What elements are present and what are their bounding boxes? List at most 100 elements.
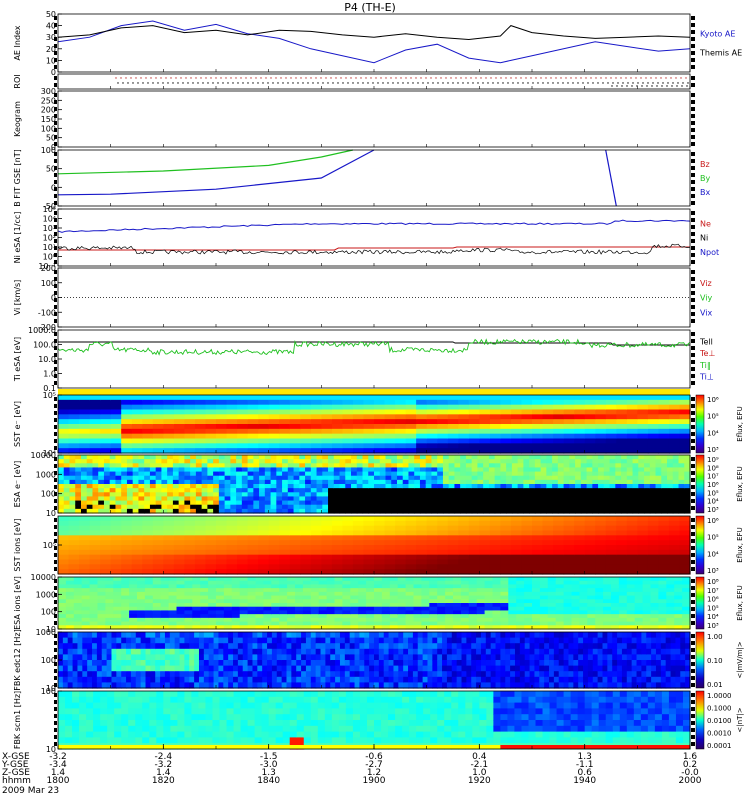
spectrogram-cell: [516, 621, 525, 626]
spectrogram-cell: [89, 545, 101, 551]
spectrogram-cell: [205, 414, 217, 420]
spectrogram-cell: [445, 617, 454, 623]
roi-marker: [245, 77, 247, 79]
spectrogram-cell: [468, 520, 480, 527]
spectrogram-cell: [391, 488, 398, 493]
spectrogram-cell: [92, 467, 99, 473]
spectrogram-cell: [479, 530, 491, 536]
spectrogram-cell: [176, 625, 185, 630]
spectrogram-cell: [310, 549, 322, 556]
spectrogram-cell: [615, 504, 622, 510]
spectrogram-cell: [563, 569, 575, 575]
spectrogram-cell: [287, 591, 296, 597]
spectrogram-cell: [216, 404, 228, 411]
spectrogram-cell: [668, 564, 681, 570]
spectrogram-cell: [352, 559, 365, 565]
spectrogram-cell: [521, 428, 533, 435]
spectrogram-cell: [580, 488, 588, 493]
y-tick-label: 0: [51, 183, 56, 192]
spectrogram-cell: [542, 525, 554, 532]
spectrogram-cell: [363, 545, 375, 551]
spectrogram-cell: [408, 475, 415, 481]
spectrogram-cell: [592, 504, 599, 510]
spectrogram-cell: [247, 419, 259, 425]
spectrogram-cell: [310, 516, 322, 522]
roi-marker: [662, 82, 664, 84]
spectrogram-cell: [385, 504, 392, 510]
spectrogram-cell: [216, 399, 228, 406]
spectrogram-cell: [161, 475, 168, 481]
spectrogram-cell: [489, 564, 501, 570]
spectrogram-cell: [167, 504, 174, 510]
spectrogram-cell: [542, 520, 554, 527]
spectrogram-cell: [63, 459, 71, 464]
roi-marker: [262, 82, 264, 84]
spectrogram-cell: [300, 414, 312, 420]
spectrogram-cell: [279, 409, 291, 415]
spectrogram-cell: [419, 488, 427, 493]
spectrogram-cell: [414, 484, 421, 489]
roi-marker: [232, 82, 234, 84]
spectrogram-cell: [521, 433, 533, 440]
spectrogram-cell: [569, 455, 576, 460]
spectrogram-cell: [661, 459, 668, 464]
spectrogram-cell: [237, 535, 249, 541]
spectrogram-cell: [237, 404, 249, 411]
spectrogram-cell: [110, 409, 122, 415]
spectrogram-cell: [374, 463, 381, 469]
spectrogram-cell: [321, 525, 333, 532]
spectrogram-cell: [626, 564, 638, 570]
spectrogram-cell: [408, 484, 415, 489]
spectrogram-cell: [637, 554, 649, 561]
spectrogram-cell: [163, 516, 175, 522]
spectrogram-cell: [575, 455, 582, 460]
spectrogram-cell: [658, 540, 670, 546]
spectrogram-cell: [106, 682, 113, 689]
spectrogram-cell: [552, 467, 559, 473]
spectrogram-cell: [97, 625, 106, 630]
y-axis-label: SST ions [eV]: [13, 518, 22, 571]
spectrogram-cell: [413, 625, 422, 630]
spectrogram-cell: [161, 492, 168, 498]
spectrogram-cell: [258, 545, 270, 551]
spectrogram-cell: [89, 433, 101, 440]
spectrogram-cell: [264, 471, 272, 477]
spectrogram-cell: [532, 404, 544, 411]
spectrogram-cell: [542, 569, 554, 575]
spectrogram-cell: [563, 492, 570, 498]
spectrogram-cell: [105, 599, 114, 604]
spectrogram-cell: [173, 535, 185, 541]
spectrogram-cell: [574, 545, 586, 551]
y-tick-label: 200: [41, 106, 56, 115]
spectrogram-cell: [437, 463, 444, 469]
spectrogram-cell: [342, 606, 351, 612]
spectrogram-cell: [194, 428, 207, 435]
spectrogram-cell: [89, 428, 101, 435]
roi-marker: [465, 77, 467, 79]
spectrogram-cell: [121, 448, 133, 454]
colorbar-tick: 10³: [707, 506, 719, 514]
spectrogram-cell: [241, 492, 249, 498]
spectrogram-cell: [79, 559, 91, 565]
spectrogram-cell: [213, 467, 220, 473]
spectrogram-cell: [287, 471, 295, 477]
spectrogram-cell: [310, 508, 318, 514]
spectrogram-cell: [542, 545, 554, 551]
spectrogram-cell: [216, 525, 228, 532]
spectrogram-cell: [395, 520, 407, 527]
spectrogram-cell: [289, 516, 301, 522]
series-line-bx: [605, 149, 617, 207]
spectrogram-cell: [621, 475, 628, 481]
spectrogram-cell: [684, 496, 691, 502]
spectrogram-cell: [268, 545, 280, 551]
spectrogram-cell: [310, 409, 322, 415]
spectrogram-cell: [638, 484, 645, 489]
spectrogram-cell: [524, 617, 533, 623]
spectrogram-cell: [521, 443, 533, 449]
spectrogram-cell: [532, 610, 541, 615]
spectrogram-cell: [521, 409, 533, 415]
spectrogram-cell: [302, 625, 312, 630]
spectrogram-cell: [279, 559, 291, 565]
spectrogram-cell: [68, 530, 80, 536]
spectrogram-cell: [129, 591, 138, 597]
